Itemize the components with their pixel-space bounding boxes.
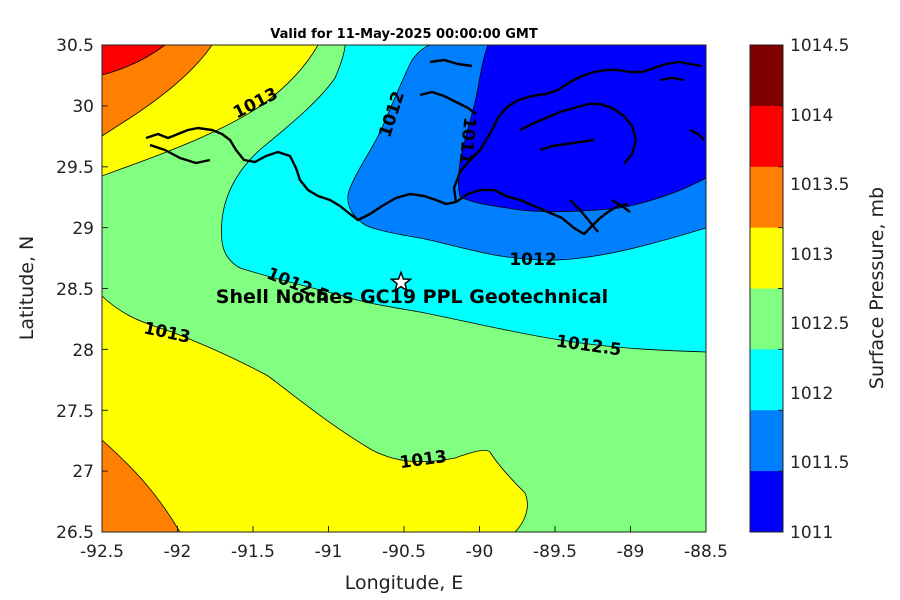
x-tick-label: -90: [466, 542, 494, 562]
x-tick-label: -92.5: [80, 542, 124, 562]
colorbar-band: [750, 166, 783, 229]
colorbar-band: [750, 349, 783, 411]
fill-band-1014-top: [102, 45, 166, 76]
colorbar-band: [750, 105, 783, 168]
y-tick-label: 27: [72, 462, 94, 482]
y-tick-label: 29: [72, 219, 94, 239]
coastline: [145, 58, 705, 236]
x-tick-label: -91.5: [231, 542, 275, 562]
y-tick-label: 27.5: [56, 402, 94, 422]
colorbar-tick-label: 1013: [790, 245, 833, 265]
map-plot-area: 1013 1012 1011 1012 1012.5 1013 1012.5 1…: [102, 45, 706, 532]
x-tick-label: -91: [315, 542, 343, 562]
x-axis: -92.5 -92 -91.5 -91 -90.5 -90 -89.5 -89 …: [80, 526, 728, 594]
colorbar-band: [750, 227, 783, 289]
colorbar-band: [750, 410, 783, 472]
y-axis-label: Latitude, N: [16, 236, 38, 341]
fill-band-1013-bottom: [102, 295, 528, 532]
y-tick-label: 30: [72, 97, 94, 117]
x-tick-label: -89.5: [533, 542, 577, 562]
y-tick-label: 28: [72, 341, 94, 361]
colorbar-tick-label: 1014: [790, 106, 833, 126]
y-axis: 30.5 30 29.5 29 28.5 28 27.5 27 26.5 Lat…: [16, 36, 108, 543]
x-tick-label: -92: [164, 542, 192, 562]
y-tick-label: 26.5: [56, 523, 94, 543]
colorbar-label: Surface Pressure, mb: [866, 187, 888, 389]
colorbar-tick-label: 1011.5: [790, 453, 849, 473]
fill-band-1013-5-top: [102, 45, 213, 137]
colorbar-band: [750, 471, 783, 533]
colorbar-tick-label: 1011: [790, 523, 833, 543]
chart-title: Valid for 11-May-2025 00:00:00 GMT: [270, 27, 538, 42]
x-tick-label: -88.5: [684, 542, 728, 562]
x-axis-label: Longitude, E: [345, 572, 464, 594]
colorbar-tick-label: 1014.5: [790, 36, 849, 56]
fill-band-1011: [457, 45, 706, 213]
colorbar-band: [750, 288, 783, 350]
site-label: Shell Noches GC19 PPL Geotechnical: [216, 286, 608, 308]
colorbar-band: [750, 45, 783, 107]
x-tick-label: -89: [617, 542, 645, 562]
colorbar-tick-label: 1012: [790, 384, 833, 404]
colorbar: 1014.5 1014 1013.5 1013 1012.5 1012 1011…: [749, 36, 888, 543]
y-tick-label: 30.5: [56, 36, 94, 56]
y-tick-label: 28.5: [56, 280, 94, 300]
x-tick-label: -90.5: [382, 542, 426, 562]
colorbar-bands: [750, 45, 783, 533]
colorbar-frame: [749, 44, 784, 533]
y-tick-label: 29.5: [56, 158, 94, 178]
contour-label-1011-top: 1011: [455, 116, 480, 165]
contour-label-1012-mid: 1012: [509, 250, 556, 270]
colorbar-tick-label: 1012.5: [790, 314, 849, 334]
star-icon: [389, 270, 413, 293]
colorbar-tick-label: 1013.5: [790, 175, 849, 195]
